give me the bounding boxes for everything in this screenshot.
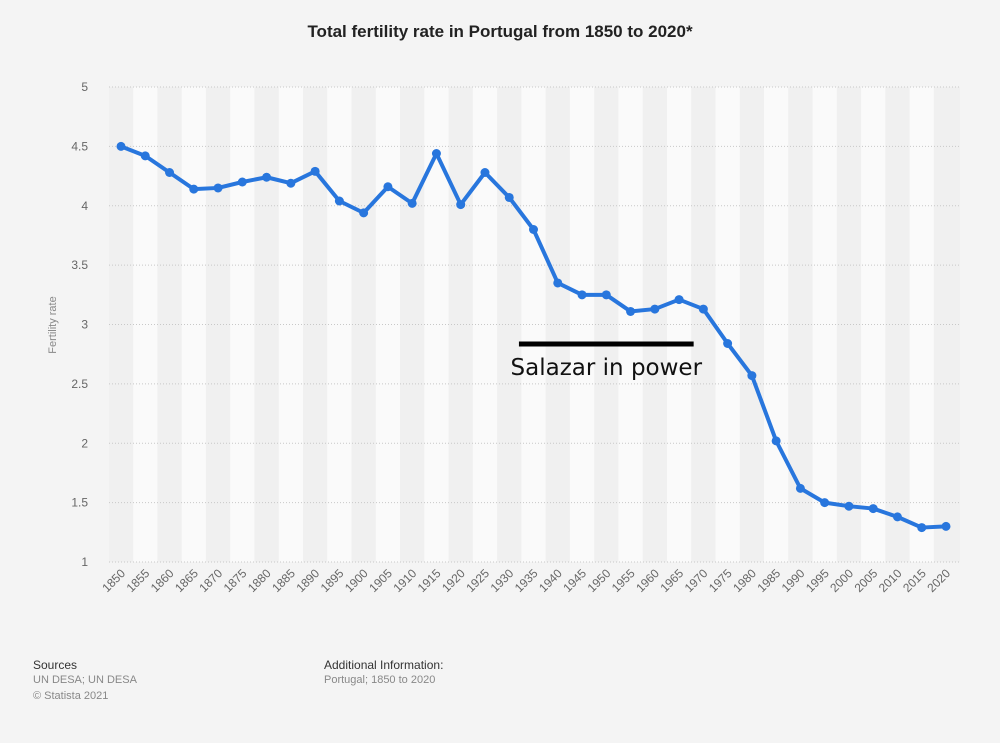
data-point [529,225,538,234]
data-point [917,523,927,533]
data-point [747,371,757,381]
x-tick-label: 1965 [657,566,686,595]
data-point [601,290,611,300]
data-point [795,483,805,493]
x-tick-label: 1930 [488,566,517,595]
y-tick-label: 4 [81,199,88,213]
x-tick-label: 1920 [439,566,468,595]
x-tick-label: 1970 [682,566,711,595]
data-point [140,151,150,161]
data-point [189,184,199,194]
column-band [861,87,886,562]
x-tick-label: 1990 [779,566,808,595]
data-point [674,295,684,305]
column-band [812,87,837,562]
data-point [165,168,175,177]
x-tick-label: 1940 [536,566,565,595]
x-tick-label: 1890 [293,566,322,595]
data-point [407,198,417,208]
data-point [650,304,660,314]
data-point [941,521,951,531]
data-point [116,141,126,151]
y-tick-label: 3 [81,318,88,332]
additional-info-block: Additional Information: Portugal; 1850 t… [324,658,443,688]
data-point [480,168,490,177]
sources-title: Sources [33,658,78,672]
x-tick-label: 1980 [730,566,759,595]
data-point [262,172,272,182]
x-tick-label: 1860 [148,566,177,595]
x-tick-label: 1985 [754,566,783,595]
data-point [213,183,223,193]
data-point [383,182,393,192]
x-tick-label: 1850 [99,566,128,595]
x-tick-label: 2000 [827,566,856,595]
annotation-label: Salazar in power [511,355,703,381]
x-tick-label: 2015 [900,566,929,595]
data-point [820,498,830,508]
x-tick-label: 2005 [852,566,881,595]
x-tick-label: 1875 [221,566,250,595]
data-point [844,501,854,511]
chart-title: Total fertility rate in Portugal from 18… [307,22,693,41]
x-tick-label: 1870 [196,566,225,595]
column-band [569,87,595,562]
data-point [698,304,708,314]
x-tick-label: 1880 [245,566,274,595]
x-tick-label: 1900 [342,566,371,595]
x-tick-label: 1895 [318,566,347,595]
data-point [626,306,636,316]
data-point [334,196,344,206]
x-tick-label: 1935 [512,566,541,595]
additional-info-text: Portugal; 1850 to 2020 [324,674,436,686]
x-tick-label: 1885 [269,566,298,595]
data-point [577,290,587,300]
data-point [286,178,296,188]
column-band [278,87,303,562]
data-point [723,339,733,348]
data-point [310,166,320,176]
x-tick-label: 1855 [124,566,153,595]
column-band [327,87,352,562]
data-point [892,512,902,522]
data-point [359,208,369,218]
y-tick-label: 1 [81,555,88,569]
sources-block: Sources UN DESA; UN DESA © Statista 2021 [33,658,137,704]
data-point [868,504,878,514]
y-tick-label: 2 [81,436,88,450]
x-tick-label: 1945 [560,566,589,595]
y-tick-label: 1.5 [71,496,88,510]
y-axis-label: Fertility rate [47,296,59,353]
data-point [553,278,563,288]
data-point [504,192,514,202]
x-tick-label: 1910 [391,566,420,595]
data-point [456,200,466,210]
x-tick-label: 1905 [366,566,395,595]
x-tick-label: 1915 [415,566,444,595]
additional-info-title: Additional Information: [324,658,444,672]
x-tick-label: 2010 [876,566,905,595]
y-tick-label: 3.5 [71,258,88,272]
data-point [237,177,247,187]
data-point [771,436,781,446]
x-tick-label: 1955 [609,566,638,595]
x-tick-label: 1950 [585,566,614,595]
y-tick-label: 5 [81,80,88,94]
x-tick-label: 1925 [463,566,492,595]
y-tick-label: 4.5 [71,139,88,153]
sources-text: UN DESA; UN DESA [33,674,137,686]
x-tick-label: 1995 [803,566,832,595]
copyright: © Statista 2021 [33,690,109,702]
x-tick-label: 1865 [172,566,201,595]
y-tick-label: 2.5 [71,377,88,391]
x-tick-label: 1975 [706,566,735,595]
x-tick-label: 1960 [633,566,662,595]
x-tick-label: 2020 [924,566,953,595]
data-point [431,149,441,158]
